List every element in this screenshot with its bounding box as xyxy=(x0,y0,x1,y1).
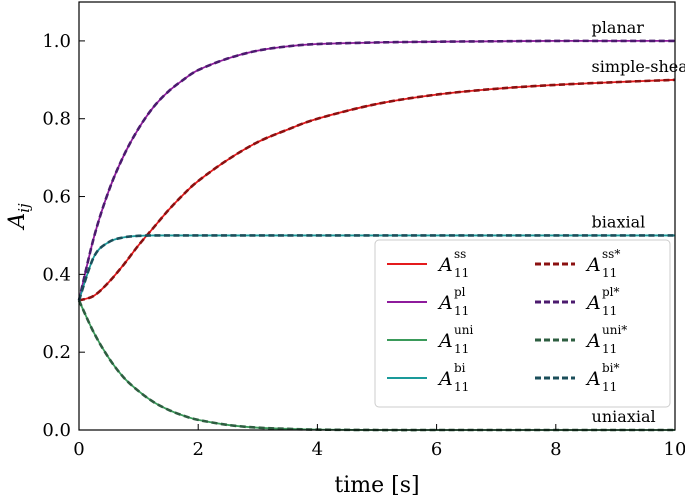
y-axis-label-main: A xyxy=(5,213,30,231)
legend-label-sub-uni: 11 xyxy=(454,342,469,356)
y-tick-label: 0.6 xyxy=(42,187,71,208)
y-tick-label: 0.2 xyxy=(42,342,71,363)
annotation-biaxial: biaxial xyxy=(592,213,646,232)
annotation-layer: planar simple-shear biaxial uniaxial xyxy=(592,18,685,426)
legend-label-bi_star: A xyxy=(585,368,601,390)
legend-label-sup-uni: uni xyxy=(454,323,473,337)
legend-label-sup-bi: bi xyxy=(454,361,466,375)
legend-label-sub-ss: 11 xyxy=(454,266,469,280)
y-tick-label: 0.4 xyxy=(42,264,71,285)
legend-label-sup-ss: ss xyxy=(454,247,466,261)
legend-label-sub-bi_star: 11 xyxy=(602,380,617,394)
series-line-ss_star xyxy=(78,78,676,302)
x-tick-label: 2 xyxy=(192,439,203,460)
legend-label-pl_star: A xyxy=(585,292,601,314)
legend-label-sup-bi_star: bi* xyxy=(602,361,620,375)
legend-label-pl: A xyxy=(437,292,453,314)
legend-label-sub-pl: 11 xyxy=(454,304,469,318)
tick-layer: 0 2 4 6 8 10 0.0 0.2 0.4 0.6 0.8 1.0 xyxy=(42,31,685,460)
legend-label-sup-ss_star: ss* xyxy=(602,247,620,261)
plot-frame xyxy=(78,1,676,431)
legend-label-sup-pl_star: pl* xyxy=(602,285,620,299)
legend-box xyxy=(374,239,671,408)
annotation-simple-shear: simple-shear xyxy=(592,57,685,76)
legend-label-sup-uni_star: uni* xyxy=(602,323,627,337)
annotation-planar: planar xyxy=(592,18,645,37)
legend-label-uni_star: A xyxy=(585,330,601,352)
x-tick-label: 4 xyxy=(312,439,323,460)
y-axis-label-sub: ij xyxy=(15,203,33,213)
legend-label-sub-bi: 11 xyxy=(454,380,469,394)
legend-label-uni: A xyxy=(437,330,453,352)
x-tick-label: 8 xyxy=(550,439,561,460)
x-tick-label: 10 xyxy=(664,439,685,460)
y-tick-label: 0.8 xyxy=(42,109,71,130)
legend-label-sub-ss_star: 11 xyxy=(602,266,617,280)
legend-label-sub-uni_star: 11 xyxy=(602,342,617,356)
legend-label-sup-pl: pl xyxy=(454,285,466,299)
series-line-bi xyxy=(78,234,675,301)
y-axis-label: Aij xyxy=(5,203,33,231)
x-tick-label: 6 xyxy=(431,439,442,460)
legend-label-ss: A xyxy=(437,254,453,276)
annotation-uniaxial: uniaxial xyxy=(592,407,656,426)
x-tick-label: 0 xyxy=(73,439,84,460)
y-tick-label: 1.0 xyxy=(42,31,71,52)
x-axis-label: time [s] xyxy=(334,473,419,498)
y-tick-label: 0.0 xyxy=(42,420,71,441)
legend-label-ss_star: A xyxy=(585,254,601,276)
series-line-pl_star xyxy=(77,39,675,301)
legend-label-bi: A xyxy=(437,368,453,390)
legend-label-sub-pl_star: 11 xyxy=(602,304,617,318)
